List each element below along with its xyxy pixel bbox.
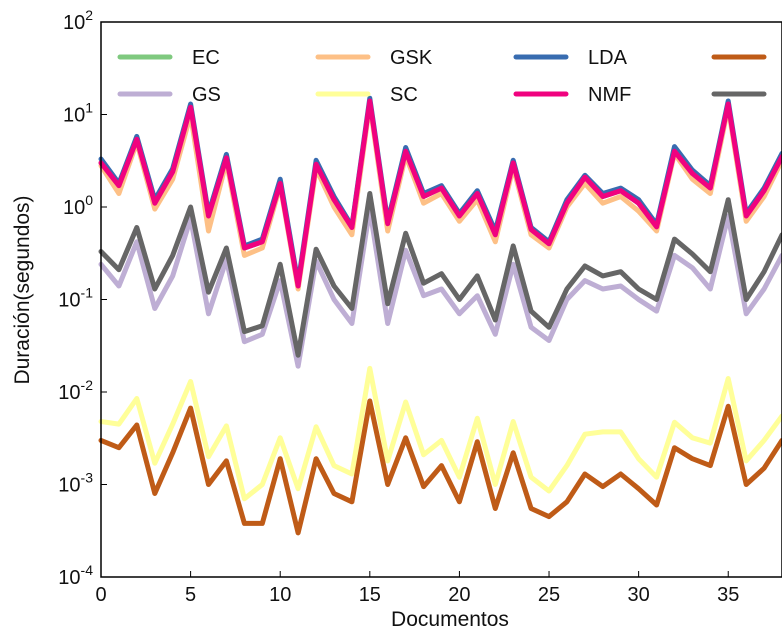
- legend: EC GS GSK SC LDA NMF WC WCK: [117, 47, 767, 106]
- x-tick-label: 5: [185, 584, 196, 606]
- series-line-gs: [98, 206, 782, 369]
- legend-item-wck: WCK: [711, 91, 767, 97]
- x-tick-label: 15: [359, 584, 381, 606]
- x-tick-label: 30: [628, 584, 650, 606]
- x-tick-label: 10: [269, 584, 291, 606]
- legend-item-gsk: GSK: [315, 47, 433, 69]
- x-tick-label: 0: [95, 584, 106, 606]
- legend-label: EC: [192, 47, 220, 69]
- x-tick-label: 20: [448, 584, 470, 606]
- y-tick-label: 100: [63, 192, 93, 219]
- legend-label: LDA: [588, 47, 628, 69]
- x-tick-label: 35: [717, 584, 739, 606]
- series-line-wck: [98, 191, 782, 358]
- series-line-sc: [98, 365, 782, 502]
- legend-item-ec: EC: [117, 47, 220, 69]
- y-tick-label: 102: [63, 7, 93, 34]
- legend-item-sc: SC: [315, 84, 418, 106]
- tick-labels: 0 5 10 15 20 25 30 35 10-4 10-3 10-2 10-1 100 101 102: [58, 7, 739, 606]
- x-axis-label: Documentos: [391, 608, 509, 631]
- series-line-nmf: [98, 98, 782, 289]
- legend-item-gs: GS: [117, 84, 221, 106]
- legend-label: GS: [192, 84, 221, 106]
- legend-item-lda: LDA: [513, 47, 628, 69]
- x-tick-label: 25: [538, 584, 560, 606]
- legend-label: NMF: [588, 84, 631, 106]
- legend-item-nmf: NMF: [513, 84, 631, 106]
- series-layer: [98, 95, 782, 536]
- y-tick-label: 10-4: [58, 562, 93, 589]
- y-tick-label: 10-3: [58, 470, 93, 497]
- y-tick-label: 101: [63, 100, 93, 127]
- legend-item-wc: WC: [711, 54, 767, 60]
- y-tick-label: 10-2: [58, 377, 93, 404]
- legend-label: GSK: [390, 47, 433, 69]
- axes-frame: [100, 21, 782, 578]
- y-tick-label: 10-1: [58, 285, 93, 312]
- y-axis-label: Duración(segundos): [11, 195, 34, 384]
- series-line-wc: [98, 398, 782, 536]
- legend-label: SC: [390, 84, 418, 106]
